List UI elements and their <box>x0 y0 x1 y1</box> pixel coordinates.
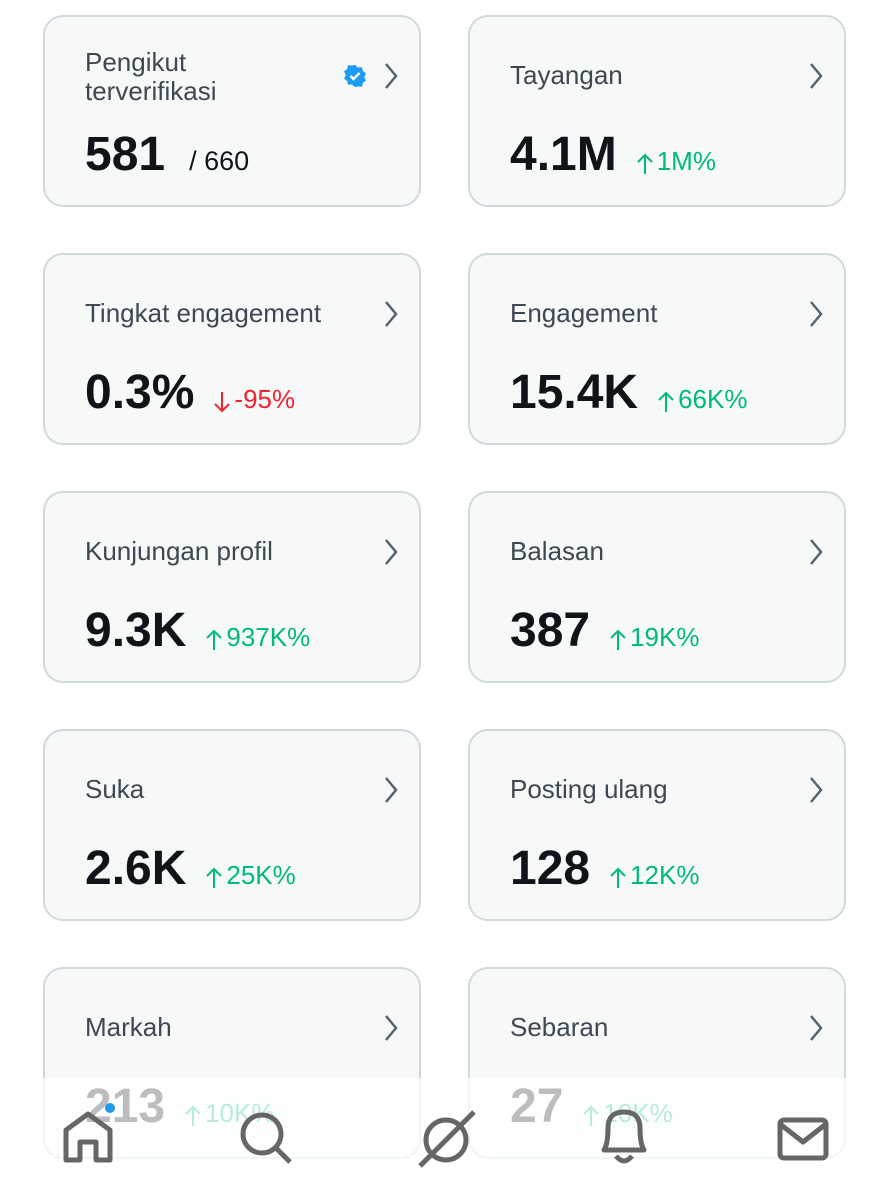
metric-value: 0.3% <box>85 366 195 419</box>
trend-arrow <box>610 629 626 650</box>
home-icon[interactable] <box>63 1103 115 1163</box>
trend-arrow <box>206 867 223 888</box>
metric-row: 128 12K% <box>510 841 699 897</box>
metric-card[interactable]: Kunjungan profil 9.3K 937K% <box>43 491 421 683</box>
metric-value: 9.3K <box>85 604 187 657</box>
metric-change: 19K% <box>610 622 699 653</box>
metric-card[interactable]: Engagement 15.4K 66K% <box>468 253 846 445</box>
metric-row: 4.1M 1M% <box>510 127 716 183</box>
metric-row: 9.3K 937K% <box>85 603 310 659</box>
metric-change: 66K% <box>658 384 747 415</box>
metric-value: 2.6K <box>85 842 187 895</box>
metric-card[interactable]: Tayangan 4.1M 1M% <box>468 15 846 207</box>
trend-arrow <box>214 391 231 412</box>
metric-label: Balasan <box>510 536 604 566</box>
metric-label: Pengikut terverifikasi <box>85 47 217 106</box>
metric-change: 937K% <box>206 622 310 653</box>
metric-label: Tayangan <box>510 60 623 90</box>
chevron <box>810 63 823 89</box>
trend-arrow <box>610 867 626 888</box>
metric-card[interactable]: Suka 2.6K 25K% <box>43 729 421 921</box>
chevron <box>385 777 398 803</box>
metric-change: 1M% <box>637 146 716 177</box>
grok-icon[interactable] <box>418 1110 476 1168</box>
metric-label: Tingkat engagement <box>85 298 322 328</box>
metric-change: -95% <box>214 384 295 415</box>
metric-label: Suka <box>85 774 145 804</box>
metric-total: / 660 <box>189 146 250 176</box>
metric-row: 581 / 660 <box>85 127 249 183</box>
change-text: 66K% <box>678 384 748 414</box>
metric-change: 12K% <box>610 860 699 891</box>
trend-arrow <box>637 153 653 174</box>
bottom-nav <box>0 1078 893 1200</box>
change-text: 19K% <box>630 622 700 652</box>
metric-label: Kunjungan profil <box>85 536 273 566</box>
chevron <box>810 777 823 803</box>
chevron <box>385 1015 398 1041</box>
metric-label: Posting ulang <box>510 774 668 804</box>
change-text: -95% <box>234 384 296 414</box>
metric-label: Engagement <box>510 298 658 328</box>
metric-label: Markah <box>85 1012 172 1042</box>
chevron <box>385 539 398 565</box>
nav-icons <box>63 1103 829 1168</box>
trend-arrow <box>206 629 223 650</box>
messages-icon[interactable] <box>777 1117 829 1161</box>
metric-row: 0.3% -95% <box>85 365 295 421</box>
metric-row: 387 19K% <box>510 603 699 659</box>
chevron <box>385 63 398 89</box>
change-text: 1M% <box>656 146 716 176</box>
chevron <box>810 539 823 565</box>
change-text: 937K% <box>226 622 311 652</box>
metric-card[interactable]: Posting ulang 128 12K% <box>468 729 846 921</box>
metric-value: 15.4K <box>510 366 639 419</box>
metric-change: 25K% <box>206 860 296 891</box>
change-text: 25K% <box>226 860 296 890</box>
notifications-icon[interactable] <box>601 1109 647 1164</box>
change-text: 12K% <box>630 860 700 890</box>
verified-badge <box>344 65 366 87</box>
metric-row: 2.6K 25K% <box>85 841 296 897</box>
chevron <box>385 301 398 327</box>
metric-card[interactable]: Tingkat engagement 0.3% -95% <box>43 253 421 445</box>
metric-value: 581 <box>85 128 166 181</box>
metric-value: 128 <box>510 842 591 895</box>
metric-value: 387 <box>510 604 591 657</box>
metric-label: Sebaran <box>510 1012 609 1042</box>
trend-arrow <box>658 391 674 412</box>
metric-card[interactable]: Balasan 387 19K% <box>468 491 846 683</box>
search-icon[interactable] <box>240 1112 292 1164</box>
chevron <box>810 301 823 327</box>
metric-card[interactable]: Pengikut terverifikasi 581 / 660 <box>43 15 421 207</box>
metric-row: 15.4K 66K% <box>510 365 747 421</box>
metric-value: 4.1M <box>510 128 617 181</box>
chevron <box>810 1015 823 1041</box>
